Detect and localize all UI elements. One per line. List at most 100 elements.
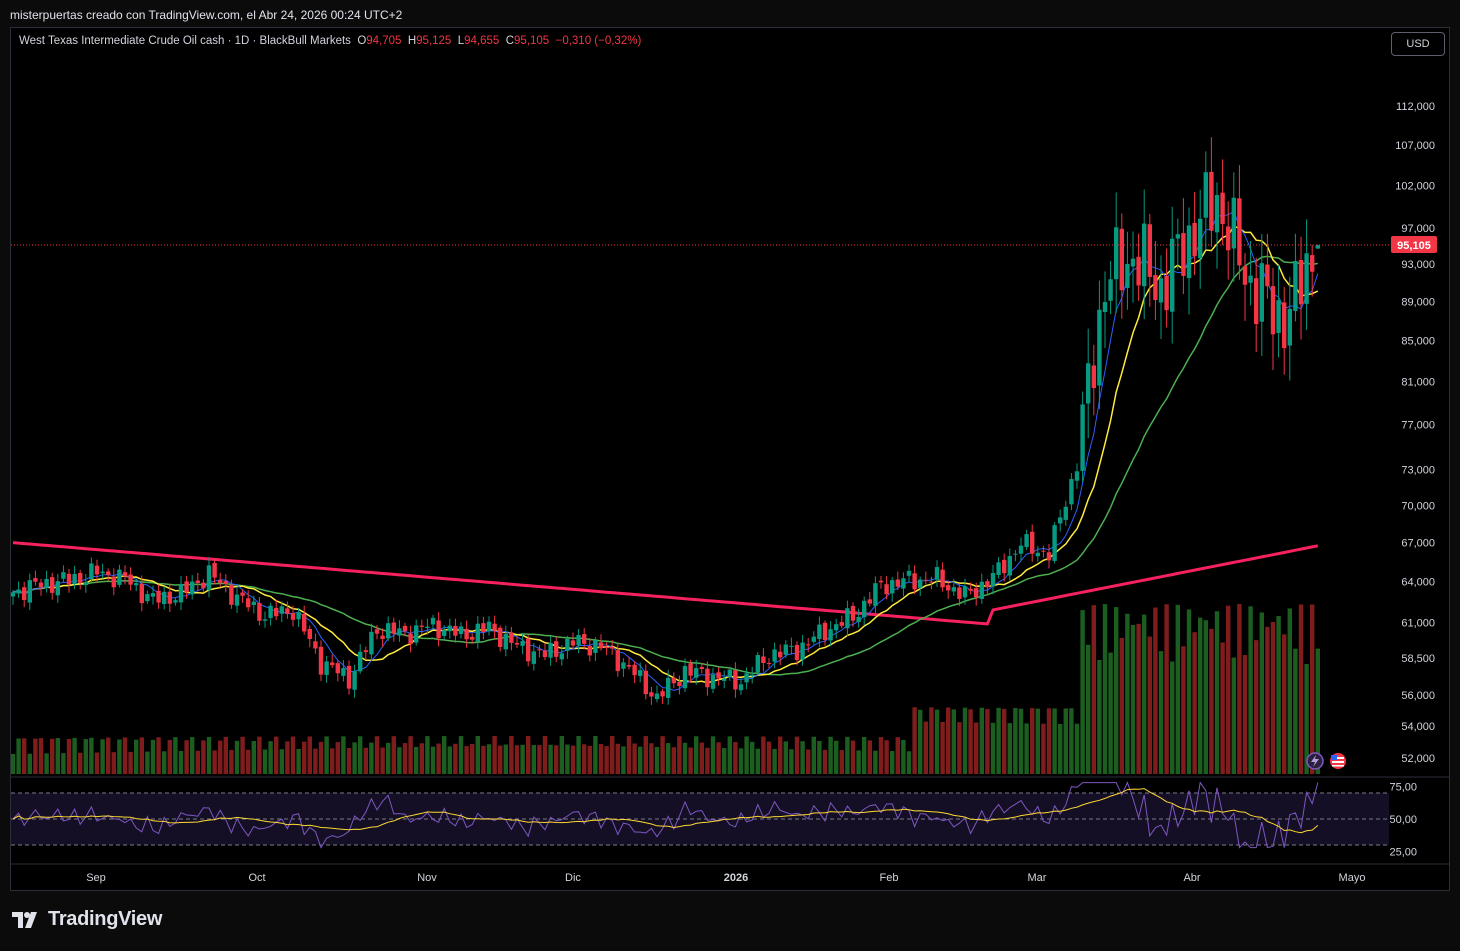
price-chart-svg[interactable]: 112,000 107,000 102,000 97,000 93,000 89,000 8… [11,28,1449,890]
volume-bar [761,736,766,774]
volume-bar [100,739,105,774]
volume-bar [1119,637,1124,774]
candle-body [520,641,525,646]
volume-bar [1035,708,1040,774]
candle-body [1248,275,1253,283]
volume-bar [671,747,676,774]
candle-body [671,677,676,684]
candle-body [1310,255,1315,272]
price-tick-label: 73,000 [1401,465,1435,477]
volume-bar [173,737,178,774]
volume-bar [710,736,716,774]
volume-bar [1136,623,1141,774]
candle-body [55,581,60,596]
volume-bar [234,740,240,774]
candle-body [542,650,548,658]
candle-body [1142,223,1147,287]
volume-bar [369,742,374,774]
lightning-icon[interactable] [1306,752,1324,770]
volume-bar [867,740,872,774]
candle-body [1270,286,1276,335]
change-value: −0,310 (−0,32%) [555,35,642,47]
chart-panel[interactable]: West Texas Intermediate Crude Oil cash ·… [10,27,1450,891]
volume-bar [604,746,609,774]
volume-bar [1220,642,1225,774]
candle-body [1209,171,1214,231]
volume-bar [554,745,559,774]
candle-body [570,640,576,646]
volume-bar [1259,612,1264,774]
candle-body [660,691,665,697]
candle-body [262,619,268,621]
volume-bar [397,747,402,774]
candle-body [778,651,783,658]
candle-body [1186,225,1192,279]
volume-bar [419,743,424,774]
candle-body [486,621,492,632]
volume-bar [1209,628,1214,774]
volume-bar [44,753,49,774]
candle-body [223,581,228,585]
candle-body [414,625,419,643]
volume-bar [302,741,307,774]
candle-body [206,565,212,590]
volume-bar [1130,624,1136,774]
volume-bar [380,747,385,774]
volume-bar [1170,661,1175,774]
price-tick-label: 52,000 [1401,753,1435,765]
volume-bar [251,741,256,774]
candle-body [772,649,777,662]
volume-bar [162,751,167,774]
candle-body [1102,302,1108,313]
price-tick-label: 64,000 [1401,577,1435,589]
volume-bar [638,746,643,774]
volume-bar [1175,604,1180,774]
volume-bar [274,736,279,774]
volume-bar [643,736,648,774]
candle-body [402,625,408,632]
currency-button[interactable]: USD [1391,32,1445,56]
candle-body [688,663,693,676]
candle-body [145,594,150,602]
volume-bar [1304,663,1309,774]
volume-bar [548,744,553,774]
candle-body [554,641,559,657]
volume-bar [492,736,497,774]
candle-body [979,581,984,600]
candle-body [1041,550,1046,552]
chart-caption: misterpuertas creado con TradingView.com… [10,8,403,22]
volume-bar [1237,604,1242,774]
candle-body [582,634,587,644]
volume-bar [811,736,816,774]
volume-bar [27,753,32,774]
candle-body [587,645,592,656]
volume-bar [1125,613,1130,774]
volume-bar [346,748,352,774]
volume-bar [766,741,772,774]
volume-bar [430,746,436,774]
price-tick-label: 58,500 [1401,653,1435,665]
candle-body [548,642,553,658]
close-value: 95,105 [514,35,550,47]
volume-bar [822,749,828,774]
candle-body [867,599,872,604]
us-flag-icon[interactable] [1330,753,1346,769]
volume-bar [974,722,979,774]
volume-bar [145,751,150,774]
volume-bar [1013,708,1018,774]
candle-body [190,581,195,595]
tradingview-logo[interactable]: TradingView [12,908,162,931]
candle-body [1153,275,1158,301]
volume-bar [481,745,486,774]
candle-body [436,620,441,639]
volume-bar [593,736,598,774]
candle-body [89,563,94,580]
candle-body [481,623,486,633]
volume-bar [873,750,878,774]
candle-body [1136,256,1141,286]
candle-body [1282,302,1287,349]
price-tick-label: 54,000 [1401,721,1435,733]
candle-body [1198,218,1203,259]
volume-bar [22,738,27,774]
candle-body [139,583,144,604]
